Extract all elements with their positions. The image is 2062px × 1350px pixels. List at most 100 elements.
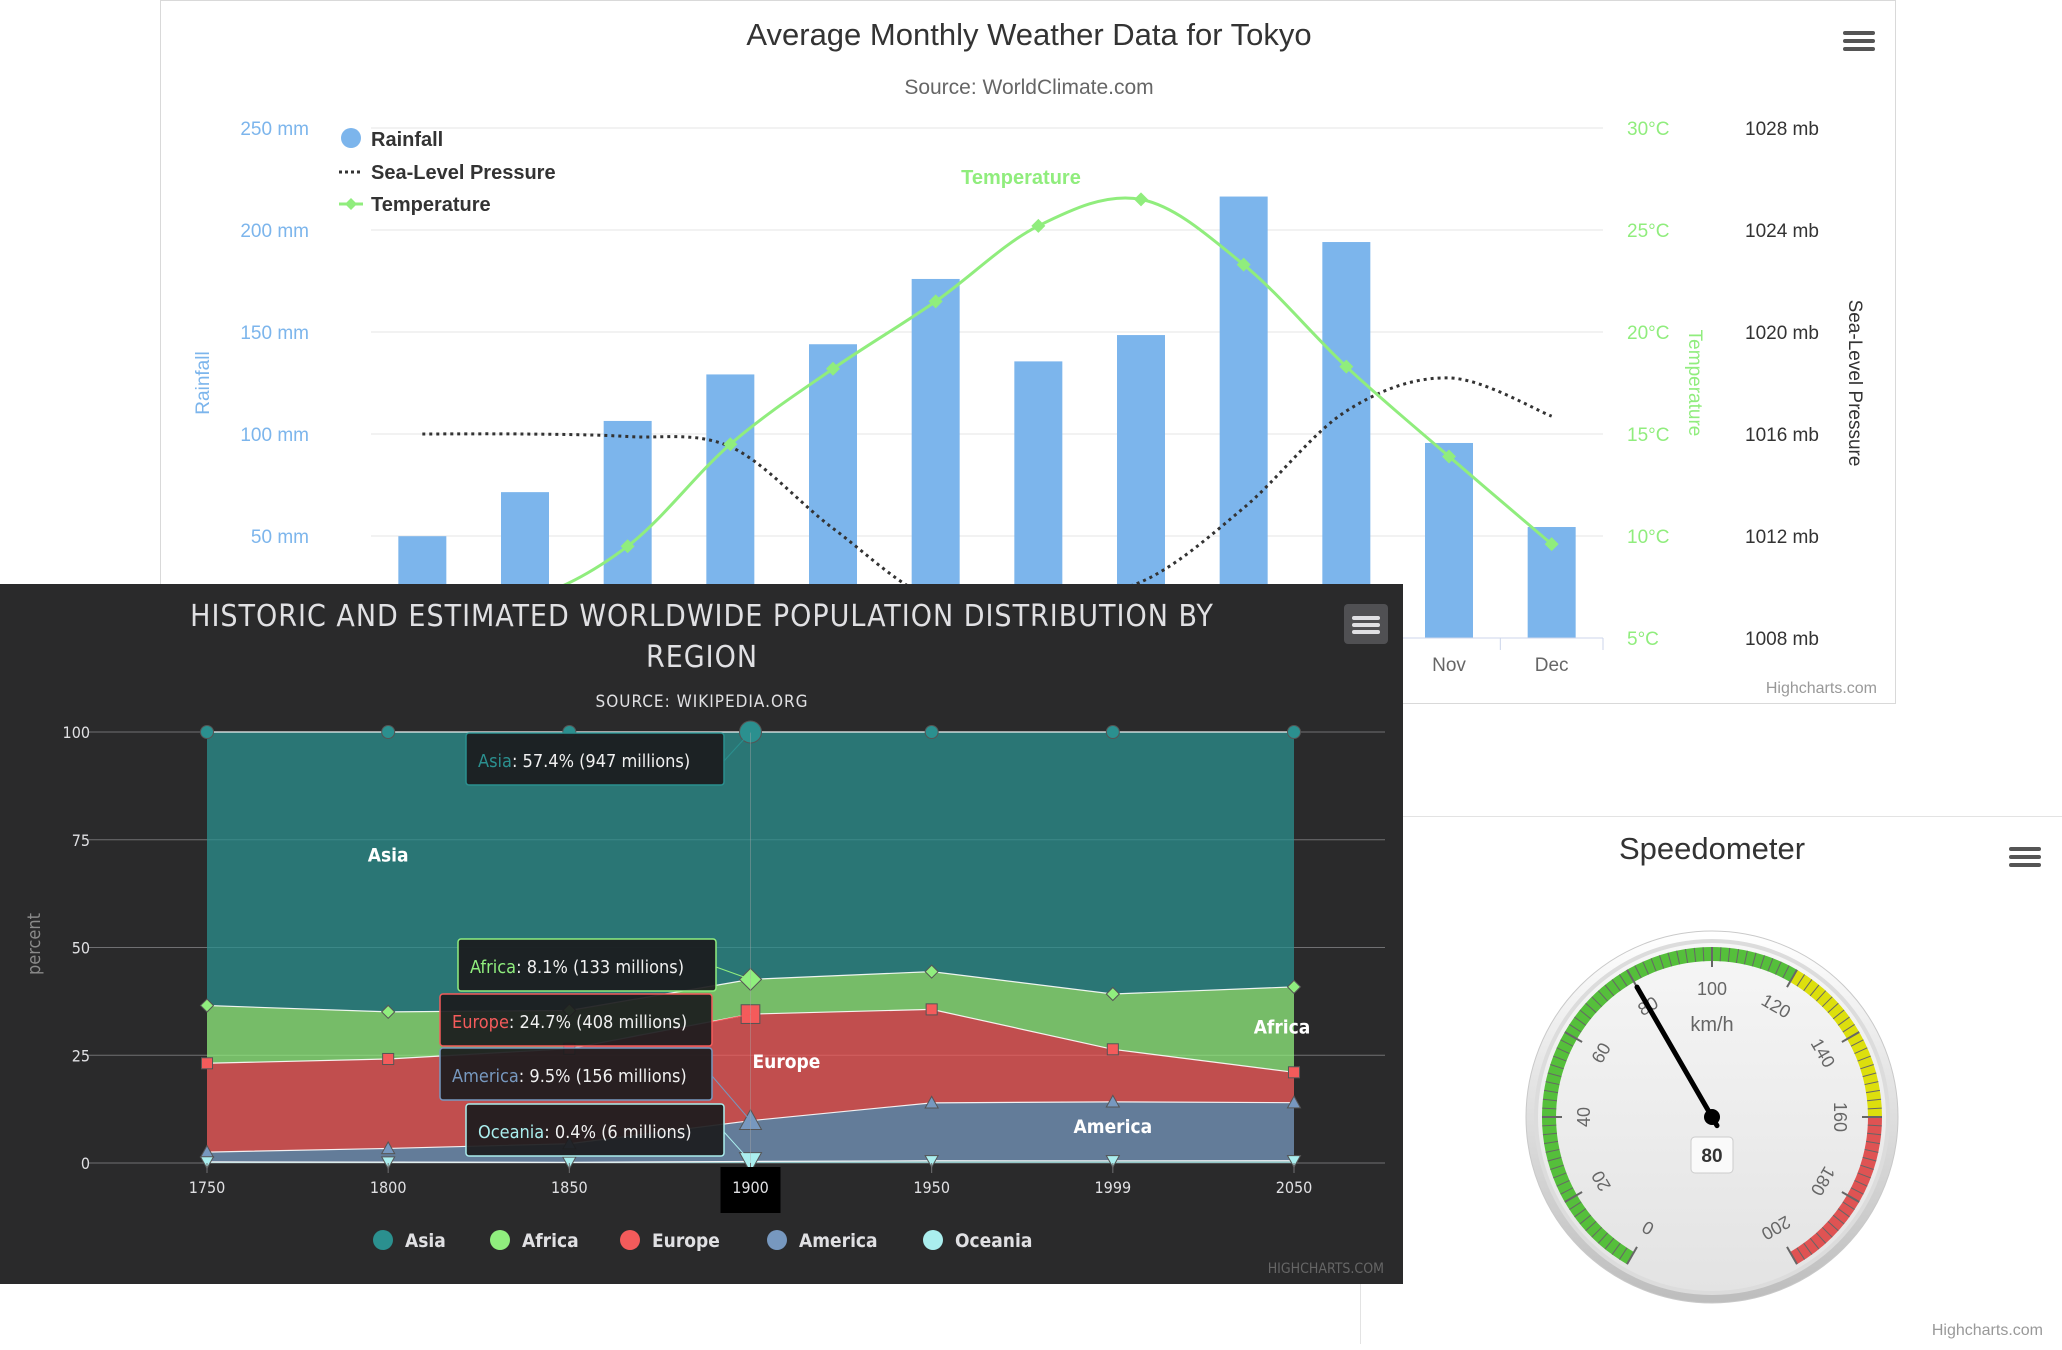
- gauge-minor-tick: [1857, 1055, 1871, 1062]
- gauge-minor-tick: [1854, 1179, 1868, 1187]
- speedometer-credit[interactable]: Highcharts.com: [1932, 1322, 2043, 1339]
- speedometer-svg: Speedometer 020406080100120140160180200 …: [1525, 831, 2045, 1339]
- rainfall-bar: [1425, 442, 1473, 638]
- weather-subtitle: Source: WorldClimate.com: [904, 76, 1153, 99]
- legend-item-rainfall[interactable]: Rainfall: [341, 128, 443, 151]
- gauge-minor-tick: [1759, 955, 1766, 969]
- gauge-minor-tick: [1866, 1140, 1880, 1145]
- legend-item-america[interactable]: America: [767, 1230, 878, 1252]
- gauge-minor-tick: [1684, 949, 1689, 963]
- tooltip-box: [439, 1047, 713, 1101]
- gauge-minor-tick: [1837, 1208, 1850, 1218]
- speedometer-menu-button[interactable]: [2005, 841, 2045, 873]
- population-marker: [738, 967, 763, 992]
- gauge-minor-tick: [1774, 961, 1782, 975]
- rainfall-axis-title: Rainfall: [193, 351, 214, 414]
- tooltip-text: Oceania: 0.4% (6 millions): [478, 1122, 692, 1143]
- tooltip-connector: [711, 1075, 751, 1122]
- gauge-minor-tick: [1544, 1140, 1558, 1145]
- gauge-minor-tick: [1556, 1047, 1570, 1055]
- temperature-tick-label: 5°C: [1627, 629, 1659, 650]
- speedometer-chart: Speedometer 020406080100120140160180200 …: [1360, 816, 2062, 1344]
- weather-x-tick-label: Nov: [1432, 655, 1466, 676]
- population-marker: [1105, 986, 1121, 1002]
- temperature-axis-title: Temperature: [1684, 330, 1705, 437]
- gauge-minor-tick: [1866, 1089, 1880, 1094]
- population-y-axis-title: percent: [24, 913, 45, 975]
- gauge-minor-tick: [1574, 1208, 1587, 1218]
- pressure-tick-label: 1008 mb: [1745, 629, 1819, 650]
- gauge-minor-tick: [1544, 1089, 1558, 1094]
- tooltip-america: America: 9.5% (156 millions): [439, 1047, 751, 1122]
- gauge-minor-tick: [1574, 1016, 1587, 1026]
- population-series-label: Africa: [1254, 1017, 1311, 1039]
- temperature-tick-label: 20°C: [1627, 323, 1669, 344]
- population-y-tick-label: 75: [72, 831, 90, 850]
- gauge-value-label: 80: [1701, 1146, 1722, 1167]
- legend-item-temperature[interactable]: Temperature: [339, 194, 491, 216]
- gauge-minor-tick: [1585, 1221, 1597, 1232]
- legend-symbol: [373, 1230, 393, 1250]
- gauge-minor-tick: [1585, 1002, 1597, 1013]
- rainfall-tick-label: 50 mm: [251, 527, 309, 548]
- legend-item-europe[interactable]: Europe: [620, 1230, 720, 1252]
- gauge-minor-tick: [1618, 974, 1628, 987]
- gauge-minor-tick: [1650, 958, 1657, 972]
- population-marker: [925, 1003, 938, 1016]
- gauge-minor-tick: [1850, 1187, 1864, 1195]
- gauge-minor-tick: [1591, 996, 1603, 1008]
- tooltip-asia: Asia: 57.4% (947 millions): [465, 731, 751, 786]
- weather-lines: [415, 192, 1559, 607]
- population-credit[interactable]: HIGHCHARTS.COM: [1268, 1261, 1384, 1277]
- population-tooltips: Asia: 57.4% (947 millions) Africa: 8.1% (…: [439, 731, 751, 1162]
- gauge-minor-tick: [1860, 1063, 1874, 1070]
- gauge-minor-tick: [1850, 1039, 1864, 1047]
- population-y-tick-label: 100: [63, 723, 90, 742]
- tooltip-text: Asia: 57.4% (947 millions): [478, 751, 690, 772]
- tooltip-box: [439, 993, 713, 1047]
- population-x-tick-label: 1750: [189, 1178, 226, 1197]
- gauge-value-box: 80: [1690, 1136, 1734, 1174]
- weather-credit[interactable]: Highcharts.com: [1766, 680, 1877, 697]
- population-marker: [1105, 1155, 1121, 1169]
- gauge-minor-tick: [1827, 1221, 1839, 1232]
- population-chart: HISTORIC AND ESTIMATED WORLDWIDE POPULAT…: [0, 584, 1403, 1284]
- population-marker: [380, 1140, 396, 1155]
- gauge-minor-tick: [1743, 950, 1748, 965]
- gauge-minor-tick: [1542, 1098, 1557, 1102]
- weather-x-tick-label: Dec: [1535, 655, 1569, 676]
- population-menu-button[interactable]: [1344, 604, 1388, 644]
- legend-item-oceania[interactable]: Oceania: [923, 1230, 1032, 1252]
- weather-menu-button[interactable]: [1839, 25, 1879, 57]
- gauge-minor-tick: [1550, 1063, 1564, 1070]
- population-y-tick-label: 25: [72, 1046, 90, 1065]
- legend-item-africa[interactable]: Africa: [490, 1230, 579, 1252]
- gauge-minor-tick: [1854, 1047, 1868, 1055]
- gauge-major-tick: [1564, 1031, 1583, 1043]
- legend-item-asia[interactable]: Asia: [373, 1230, 446, 1252]
- population-marker: [924, 1095, 940, 1109]
- gauge-minor-tick: [1782, 965, 1790, 979]
- gauge-minor-tick: [1860, 1164, 1874, 1171]
- population-chart-svg: HISTORIC AND ESTIMATED WORLDWIDE POPULAT…: [24, 599, 1388, 1277]
- population-marker: [561, 1156, 577, 1170]
- temperature-point: [723, 437, 738, 452]
- legend-label: Oceania: [955, 1230, 1032, 1252]
- population-x-highlight: [720, 1167, 781, 1213]
- population-marker: [1286, 1155, 1302, 1169]
- gauge-major-tick: [1626, 969, 1638, 988]
- gauge-band: [1790, 969, 1882, 1117]
- tooltip-connector: [715, 966, 751, 980]
- population-x-tick-label: 1800: [370, 1178, 407, 1197]
- tooltip-connector: [723, 1131, 751, 1162]
- gauge-minor-tick: [1604, 1237, 1615, 1250]
- population-subtitle: SOURCE: WIKIPEDIA.ORG: [596, 692, 809, 712]
- gauge-minor-tick: [1597, 990, 1608, 1002]
- population-series-labels: Asia Africa Europe America: [368, 844, 1311, 1138]
- population-marker: [380, 1004, 396, 1020]
- legend-item-sea-level-pressure[interactable]: Sea-Level Pressure: [339, 162, 556, 184]
- population-y-tick-label: 50: [72, 939, 90, 958]
- temperature-point: [1442, 449, 1456, 464]
- tooltip-box: [465, 732, 725, 786]
- gauge-major-tick: [1786, 1246, 1798, 1265]
